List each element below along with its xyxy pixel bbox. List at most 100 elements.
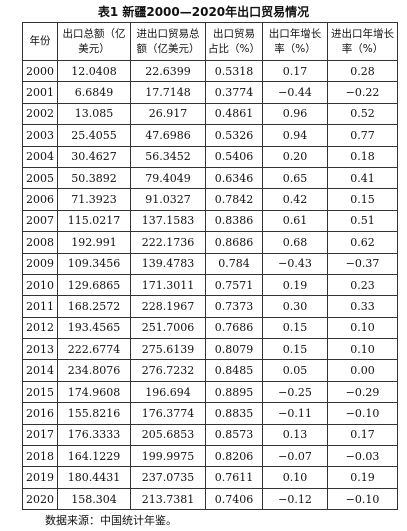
value-cell: 234.8076 [57,359,131,382]
value-cell: −0.03 [327,445,398,468]
year-cell: 2013 [22,338,58,361]
value-cell: 0.8895 [205,380,263,404]
value-cell: 0.8206 [205,445,263,468]
value-cell: 0.77 [327,124,398,147]
value-cell: 0.05 [262,359,328,382]
value-cell: 237.0735 [130,466,206,489]
year-cell: 2018 [22,445,58,468]
value-cell: 30.4627 [57,145,131,168]
value-cell: 137.1583 [130,209,206,233]
table-row: 2008 192.991 222.1736 0.8686 0.68 0.62 [22,231,398,254]
table-row: 2010 129.6865 171.3011 0.7571 0.19 0.23 [22,273,398,297]
table-row: 2002 13.085 26.917 0.4861 0.96 0.52 [22,102,398,126]
header-cell: 出口年增长率（%） [262,22,328,61]
year-cell: 2001 [22,81,58,104]
value-cell: 213.7381 [130,487,206,511]
table-row: 2016 155.8216 176.3774 0.8835 −0.11 −0.10 [22,402,398,425]
value-cell: 91.0327 [130,188,206,211]
value-cell: 56.3452 [130,145,206,168]
table-title: 表1 新疆2000—2020年出口贸易情况 [97,5,310,19]
value-cell: 22.6399 [130,59,206,83]
value-cell: 0.10 [327,316,398,340]
value-cell: 0.68 [262,231,328,254]
table-row: 2012 193.4565 251.7006 0.7686 0.15 0.10 [22,316,398,340]
value-cell: 17.7148 [130,81,206,104]
header-cell: 出口贸易占比（%） [205,22,263,61]
value-cell: 0.51 [327,209,398,233]
value-cell: 0.23 [327,273,398,297]
value-cell: 0.3774 [205,81,263,104]
year-cell: 2007 [22,209,58,233]
source-note: 数据来源：中国统计年鉴。 [45,514,177,527]
value-cell: 50.3892 [57,166,131,190]
table-row: 2017 176.3333 205.6853 0.8573 0.13 0.17 [22,423,398,447]
table-row: 2005 50.3892 79.4049 0.6346 0.65 0.41 [22,166,398,190]
value-cell: 0.20 [262,145,328,168]
value-cell: 26.917 [130,102,206,126]
value-cell: 0.52 [327,102,398,126]
value-cell: 0.17 [262,59,328,83]
value-cell: 0.5406 [205,145,263,168]
value-cell: 0.7373 [205,295,263,318]
value-cell: 171.3011 [130,273,206,297]
value-cell: 176.3333 [57,423,131,447]
value-cell: −0.44 [262,81,328,104]
value-cell: 164.1229 [57,445,131,468]
value-cell: 0.28 [327,59,398,83]
year-cell: 2000 [22,59,58,83]
value-cell: 0.7686 [205,316,263,340]
year-cell: 2014 [22,359,58,382]
year-cell: 2017 [22,423,58,447]
value-cell: 0.42 [262,188,328,211]
value-cell: 222.1736 [130,231,206,254]
year-cell: 2012 [22,316,58,340]
value-cell: 0.8686 [205,231,263,254]
table-row: 2001 6.6849 17.7148 0.3774 −0.44 −0.22 [22,81,398,104]
year-cell: 2016 [22,402,58,425]
value-cell: 228.1967 [130,295,206,318]
value-cell: 205.6853 [130,423,206,447]
value-cell: 0.8485 [205,359,263,382]
table-row: 2015 174.9608 196.694 0.8895 −0.25 −0.29 [22,380,398,404]
value-cell: 0.5318 [205,59,263,83]
value-cell: 0.15 [262,338,328,361]
value-cell: 0.30 [262,295,328,318]
value-cell: 0.6346 [205,166,263,190]
value-cell: 0.96 [262,102,328,126]
value-cell: 0.33 [327,295,398,318]
value-cell: −0.37 [327,252,398,275]
value-cell: 0.94 [262,124,328,147]
table: 年份 出口总额（亿美元） 进出口贸易总额（亿美元） 出口贸易占比（%） 出口年增长率（%… [22,22,398,511]
value-cell: 0.19 [327,466,398,489]
value-cell: 0.65 [262,166,328,190]
value-cell: 47.6986 [130,124,206,147]
value-cell: 115.0217 [57,209,131,233]
value-cell: 13.085 [57,102,131,126]
value-cell: 0.7571 [205,273,263,297]
value-cell: −0.43 [262,252,328,275]
value-cell: 0.00 [327,359,398,382]
header-row: 年份 出口总额（亿美元） 进出口贸易总额（亿美元） 出口贸易占比（%） 出口年增长率（%… [22,22,398,61]
value-cell: 0.62 [327,231,398,254]
year-cell: 2005 [22,166,58,190]
value-cell: 180.4431 [57,466,131,489]
header-cell: 出口总额（亿美元） [57,22,131,61]
table-row: 2020 158.304 213.7381 0.7406 −0.12 −0.10 [22,487,398,511]
table-row: 2018 164.1229 199.9975 0.8206 −0.07 −0.03 [22,445,398,468]
year-cell: 2009 [22,252,58,275]
year-cell: 2002 [22,102,58,126]
value-cell: −0.12 [262,487,328,511]
value-cell: 6.6849 [57,81,131,104]
value-cell: 71.3923 [57,188,131,211]
value-cell: 129.6865 [57,273,131,297]
table-row: 2006 71.3923 91.0327 0.7842 0.42 0.15 [22,188,398,211]
value-cell: 0.8573 [205,423,263,447]
value-cell: 0.19 [262,273,328,297]
value-cell: 0.5326 [205,124,263,147]
value-cell: 196.694 [130,380,206,404]
table-row: 2009 109.3456 139.4783 0.784 −0.43 −0.37 [22,252,398,275]
table-row: 2014 234.8076 276.7232 0.8485 0.05 0.00 [22,359,398,382]
value-cell: 0.7406 [205,487,263,511]
value-cell: 251.7006 [130,316,206,340]
value-cell: −0.29 [327,380,398,404]
